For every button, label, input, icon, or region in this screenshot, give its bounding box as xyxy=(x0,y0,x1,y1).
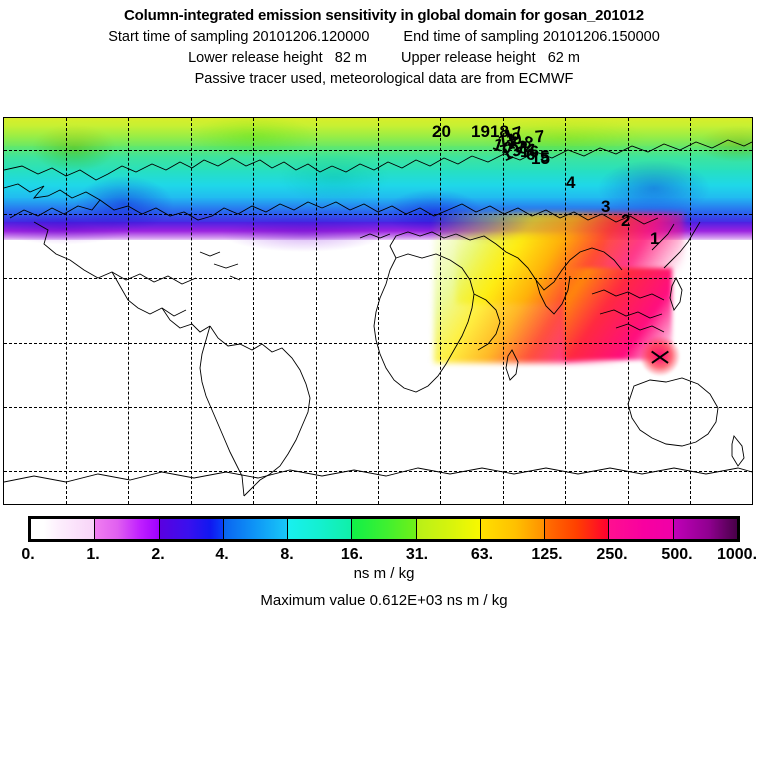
page-title: Column-integrated emission sensitivity i… xyxy=(124,7,644,24)
traj-day-18: 18 xyxy=(490,122,509,141)
colorbar-segment-0 xyxy=(31,519,95,539)
colorbar-tick-11: 1000. xyxy=(716,546,758,563)
tracer-note: Passive tracer used, meteorological data… xyxy=(194,71,574,87)
colorbar-segment-7 xyxy=(479,519,545,539)
emission-sensitivity-field xyxy=(4,118,752,504)
colorbar-segment-5 xyxy=(351,519,416,539)
lower-release-height-label: Lower release height 82 m xyxy=(188,50,367,66)
colorbar-tick-7: 63. xyxy=(470,546,494,563)
traj-day-2: 2 xyxy=(621,211,631,230)
colorbar-segment-1 xyxy=(94,519,159,539)
traj-day-20: 20 xyxy=(432,122,451,141)
colorbar-unit-label: ns m / kg xyxy=(353,565,415,582)
traj-day-4: 4 xyxy=(566,173,576,192)
colorbar-segment-3 xyxy=(222,519,288,539)
colorbar-segment-2 xyxy=(158,519,223,539)
sampling-time-row: Start time of sampling 20101206.120000 E… xyxy=(0,29,768,45)
colorbar-gradient xyxy=(28,516,740,542)
colorbar-segment-8 xyxy=(544,519,609,539)
traj-day-15: 15 xyxy=(531,149,550,168)
traj-day-16: 16 xyxy=(520,142,539,161)
colorbar-tick-2: 2. xyxy=(151,546,165,563)
release-height-row: Lower release height 82 m Upper release … xyxy=(0,50,768,66)
colorbar-tick-8: 125. xyxy=(531,546,563,563)
traj-day-7: 7 xyxy=(534,126,546,147)
colorbar-tick-6: 31. xyxy=(405,546,429,563)
colorbar-tick-10: 500. xyxy=(661,546,693,563)
traj-day-6: 6 xyxy=(526,145,536,164)
colorbar-segment-4 xyxy=(287,519,352,539)
colorbar-tick-3: 4. xyxy=(215,546,229,563)
colorbar-tick-1: 1. xyxy=(86,546,100,563)
chart-header: Column-integrated emission sensitivity i… xyxy=(0,0,768,87)
colorbar-tick-4: 8. xyxy=(280,546,294,563)
colorbar-tick-9: 250. xyxy=(596,546,628,563)
map-panel[interactable]: 20 19 18 17 16 15 14 13 12 11 10 9 8 7 6… xyxy=(3,117,753,505)
start-time-label: Start time of sampling 20101206.120000 xyxy=(108,29,370,45)
traj-day-19: 19 xyxy=(471,122,490,141)
colorbar-segment-10 xyxy=(672,519,737,539)
traj-day-5: 5 xyxy=(540,147,550,166)
traj-day-3: 3 xyxy=(601,197,611,216)
colorbar-tick-5: 16. xyxy=(340,546,364,563)
end-time-label: End time of sampling 20101206.150000 xyxy=(403,29,660,45)
traj-day-1: 1 xyxy=(650,229,660,248)
colorbar-segment-9 xyxy=(608,519,673,539)
colorbar-tick-0: 0. xyxy=(21,546,35,563)
colorbar-segment-6 xyxy=(415,519,480,539)
colorbar-tick-labels: 0. 1. 2. 4. 8. 16. 31. 63. 125. 250. 500… xyxy=(0,546,768,566)
upper-release-height-label: Upper release height 62 m xyxy=(401,50,580,66)
colorbar[interactable] xyxy=(28,516,740,542)
maximum-value-label: Maximum value 0.612E+03 ns m / kg xyxy=(260,592,508,609)
